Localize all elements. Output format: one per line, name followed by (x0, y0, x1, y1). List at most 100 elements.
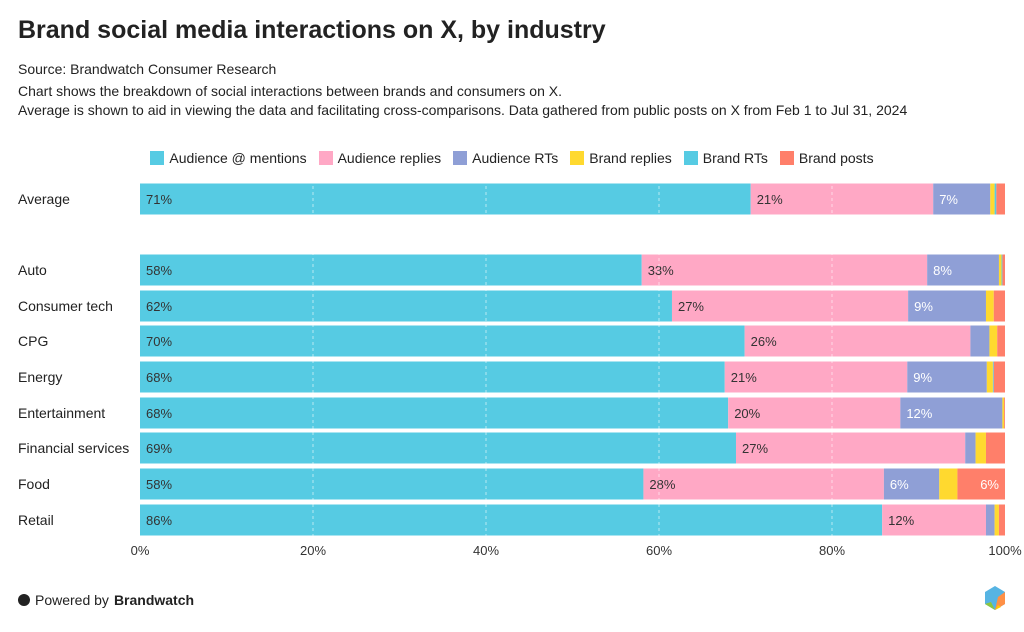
x-tick-label: 40% (473, 543, 499, 558)
bar-segment (1002, 254, 1005, 286)
chart-description-2: Average is shown to aid in viewing the d… (18, 102, 908, 118)
category-label: Financial services (18, 440, 130, 456)
brandwatch-logo-icon (985, 586, 1005, 610)
bar-segment (883, 468, 940, 500)
bar-segment (1004, 397, 1005, 429)
chart-title: Brand social media interactions on X, by… (18, 16, 606, 44)
data-label: 71% (146, 192, 172, 207)
bar-segment (140, 183, 751, 215)
data-label: 86% (146, 513, 172, 528)
category-label: Consumer tech (18, 298, 113, 314)
category-label: Retail (18, 512, 54, 528)
bar-segment (985, 290, 994, 322)
category-label: Energy (18, 369, 63, 385)
data-label: 6% (980, 477, 999, 492)
legend-swatch (150, 151, 165, 165)
bar-segment (998, 504, 1005, 536)
data-label: 68% (146, 370, 172, 385)
legend: Audience @ mentions Audience replies Audie… (0, 150, 1024, 166)
bar-segment (671, 290, 909, 322)
legend-item[interactable]: Brand RTs (683, 150, 768, 166)
bar-segment (900, 397, 1003, 429)
bar-segment (939, 468, 958, 500)
data-label: 6% (890, 477, 909, 492)
brand-name: Brandwatch (113, 592, 195, 608)
category-label: CPG (18, 333, 49, 349)
legend-item[interactable]: Audience RTs (453, 150, 558, 166)
category-label: Food (18, 476, 50, 492)
bar-segment (933, 183, 991, 215)
legend-label: Brand replies (589, 150, 672, 166)
data-label: 33% (648, 263, 674, 278)
footer: Powered by Brandwatch (18, 592, 194, 608)
data-label: 62% (146, 299, 172, 314)
legend-swatch (779, 151, 794, 165)
data-label: 21% (731, 370, 757, 385)
x-tick-label: 60% (646, 543, 672, 558)
bar-segment (140, 432, 736, 464)
bar-segment (993, 290, 1005, 322)
data-label: 12% (906, 406, 932, 421)
bar-segment (140, 504, 883, 536)
data-label: 9% (914, 299, 933, 314)
bar-segment (993, 361, 1005, 393)
data-label: 58% (146, 477, 172, 492)
legend-label: Audience replies (337, 150, 442, 166)
bar-segment (985, 432, 1005, 464)
data-label: 27% (678, 299, 704, 314)
bar-segment (140, 361, 725, 393)
brandwatch-dot-icon (18, 594, 30, 606)
data-label: 21% (757, 192, 783, 207)
data-label: 58% (146, 263, 172, 278)
bar-segment (724, 361, 908, 393)
x-tick-label: 100% (988, 543, 1022, 558)
legend-item[interactable]: Brand replies (570, 150, 672, 166)
legend-swatch (570, 151, 585, 165)
bar-segment (989, 325, 998, 357)
legend-item[interactable]: Audience replies (318, 150, 442, 166)
legend-label: Audience RTs (472, 150, 559, 166)
legend-item[interactable]: Audience @ mentions (150, 150, 307, 166)
legend-label: Brand posts (798, 150, 874, 166)
data-label: 9% (913, 370, 932, 385)
bar-segment (994, 183, 997, 215)
chart-source: Source: Brandwatch Consumer Research (18, 61, 277, 77)
bar-segment (990, 183, 995, 215)
x-tick-label: 80% (819, 543, 845, 558)
bar-segment (643, 468, 884, 500)
bar-segment (907, 361, 987, 393)
data-label: 68% (146, 406, 172, 421)
data-label: 27% (742, 441, 768, 456)
legend-swatch (683, 151, 698, 165)
bar-segment (641, 254, 928, 286)
data-label: 70% (146, 334, 172, 349)
data-label: 69% (146, 441, 172, 456)
bar-segment (997, 325, 1005, 357)
powered-by-text: Powered by (35, 592, 109, 608)
bar-segment (1001, 254, 1003, 286)
bar-segment (996, 183, 1005, 215)
category-label: Average (18, 191, 70, 207)
category-label: Entertainment (18, 405, 106, 421)
bar-segment (140, 254, 642, 286)
bar-segment (140, 290, 672, 322)
bar-segment (985, 504, 995, 536)
data-label: 26% (751, 334, 777, 349)
bar-segment (1002, 397, 1005, 429)
bar-segment (744, 325, 971, 357)
legend-swatch (318, 151, 333, 165)
data-label: 20% (734, 406, 760, 421)
bar-segment (140, 397, 729, 429)
legend-item[interactable]: Brand posts (779, 150, 874, 166)
bar-segment (965, 432, 976, 464)
bar-segment (957, 468, 1005, 500)
bar-segment (975, 432, 986, 464)
bar-segment (970, 325, 990, 357)
bar-segment (735, 432, 966, 464)
bar-segment (728, 397, 901, 429)
chart-description-1: Chart shows the breakdown of social inte… (18, 83, 562, 99)
bar-segment (140, 468, 644, 500)
bar-segment (908, 290, 986, 322)
legend-label: Brand RTs (702, 150, 768, 166)
